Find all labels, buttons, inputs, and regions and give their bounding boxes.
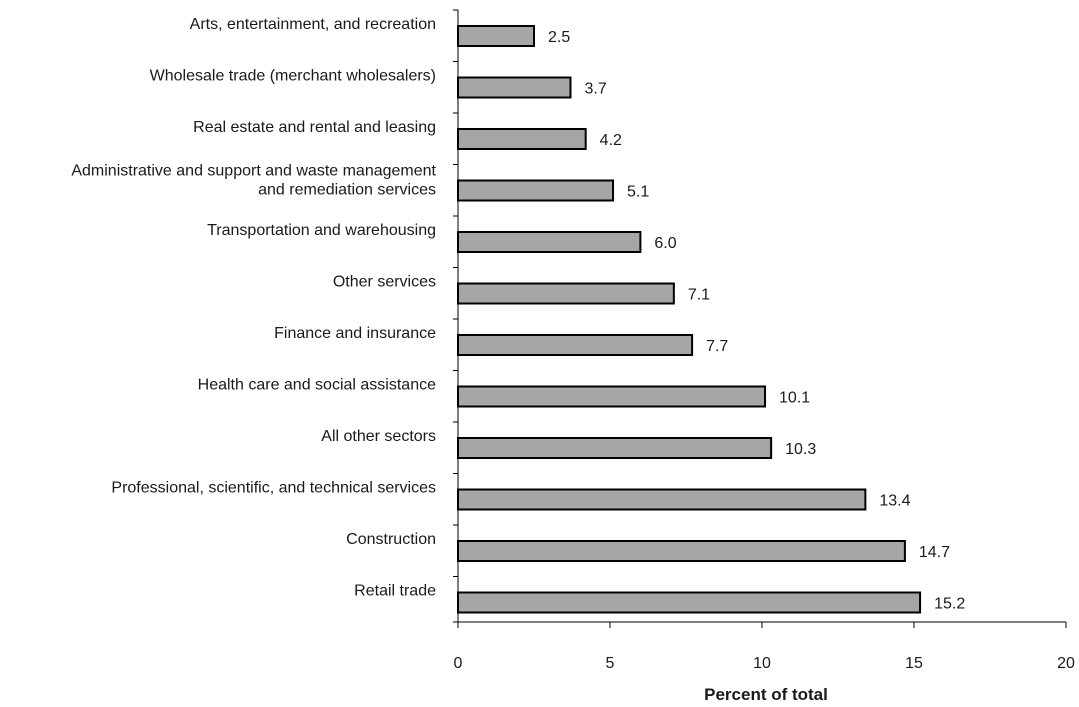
data-label: 6.0 xyxy=(654,235,676,252)
bar xyxy=(458,593,920,613)
data-label: 10.3 xyxy=(785,441,816,458)
category-label: Finance and insurance xyxy=(274,325,436,342)
data-labels: 2.5 3.7 4.2 5.1 6.0 7.1 7.7 10.1 10.3 13.4 14.7 15.… xyxy=(548,29,965,613)
category-label: Retail trade xyxy=(354,583,436,600)
data-label: 3.7 xyxy=(584,81,606,98)
data-label: 2.5 xyxy=(548,29,570,46)
data-label: 10.1 xyxy=(779,390,810,407)
bar xyxy=(458,438,771,458)
category-label: Real estate and rental and leasing xyxy=(193,119,436,136)
data-label: 4.2 xyxy=(600,132,622,149)
data-label: 14.7 xyxy=(919,544,950,561)
data-label: 7.1 xyxy=(688,287,710,304)
bar xyxy=(458,335,692,355)
bar xyxy=(458,129,586,149)
x-tick-label: 5 xyxy=(606,655,615,672)
category-label: Professional, scientific, and technical … xyxy=(111,480,436,497)
x-tick-label: 15 xyxy=(905,655,923,672)
category-label: Health care and social assistance xyxy=(198,377,436,394)
bar xyxy=(458,490,865,510)
x-tick-label: 0 xyxy=(454,655,463,672)
category-label: Administrative and support and waste man… xyxy=(71,163,436,180)
data-label: 7.7 xyxy=(706,338,728,355)
category-label: Construction xyxy=(346,531,436,548)
x-tick-label: 20 xyxy=(1057,655,1075,672)
axes xyxy=(453,10,1066,628)
bar xyxy=(458,541,905,561)
category-labels: Arts, entertainment, and recreation Whole… xyxy=(71,16,436,600)
category-label: and remediation services xyxy=(258,182,436,199)
category-label: All other sectors xyxy=(321,428,436,445)
category-label: Transportation and warehousing xyxy=(207,222,436,239)
data-label: 5.1 xyxy=(627,184,649,201)
bar xyxy=(458,387,765,407)
bar xyxy=(458,26,534,46)
bar xyxy=(458,78,570,98)
bar xyxy=(458,284,674,304)
data-label: 15.2 xyxy=(934,596,965,613)
bar xyxy=(458,232,640,252)
category-label: Arts, entertainment, and recreation xyxy=(190,16,436,33)
bar xyxy=(458,181,613,201)
category-label: Wholesale trade (merchant wholesalers) xyxy=(150,68,436,85)
x-tick-labels: 0 5 10 15 20 xyxy=(454,655,1075,672)
bars-group xyxy=(458,26,920,613)
category-label: Other services xyxy=(333,274,436,291)
x-tick-label: 10 xyxy=(753,655,771,672)
data-label: 13.4 xyxy=(879,493,910,510)
x-axis-title: Percent of total xyxy=(704,685,828,704)
